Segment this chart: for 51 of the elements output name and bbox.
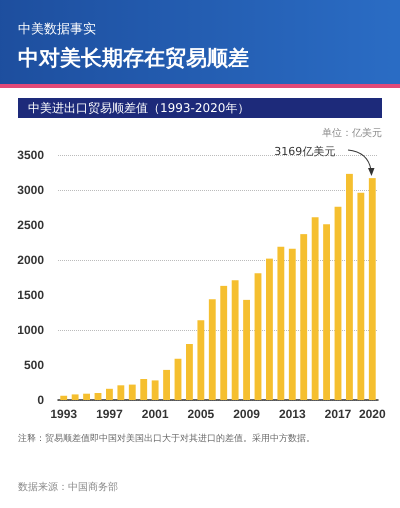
- x-tick-label: 2013: [278, 407, 306, 421]
- bar: [72, 394, 79, 400]
- text: 中美数据事实: [18, 21, 96, 38]
- bar: [243, 300, 250, 400]
- bar: [106, 388, 113, 400]
- y-tick-label: 3500: [17, 148, 44, 162]
- y-axis-title: 单位：亿美元: [322, 126, 382, 140]
- x-tick-label: 1993: [50, 407, 78, 421]
- x-tick-label: 2001: [142, 407, 169, 421]
- bar: [312, 217, 319, 400]
- bar: [232, 280, 239, 400]
- y-tick-label: 1000: [17, 323, 44, 337]
- source-note: 数据来源：中国商务部: [18, 480, 118, 494]
- x-tick-label: 1997: [96, 407, 124, 421]
- chart-subtitle: 中美进出口贸易顺差值（1993-2020年）: [18, 98, 382, 118]
- y-tick-label: 0: [37, 393, 44, 407]
- bar: [186, 344, 193, 400]
- bar: [83, 394, 90, 400]
- text: 注释：贸易顺差值即中国对美国出口大于对其进口的差值。采用中方数据。: [18, 432, 316, 445]
- bar: [152, 380, 159, 400]
- bar: [174, 358, 182, 400]
- bar: [128, 384, 136, 400]
- y-tick-label: 1500: [17, 288, 44, 302]
- x-tick-label: 2020: [358, 407, 386, 421]
- x-tick-label: 2017: [324, 407, 352, 421]
- bar: [208, 299, 216, 400]
- bar: [288, 248, 296, 400]
- annotation: 3169亿美元: [274, 144, 336, 160]
- bar: [334, 206, 342, 400]
- bar: [220, 286, 228, 400]
- chart-title: 中对美长期存在贸易顺差: [18, 45, 249, 72]
- x-tick-label: 2009: [233, 407, 260, 421]
- y-tick-label: 500: [24, 358, 44, 372]
- x-tick-label: 2005: [188, 407, 215, 421]
- y-tick-label: 2500: [17, 218, 44, 232]
- bar: [94, 393, 102, 400]
- bar: [300, 234, 308, 400]
- bar: [368, 178, 376, 400]
- bar: [277, 246, 284, 400]
- bar: [117, 385, 124, 400]
- y-tick-label: 2000: [17, 253, 44, 267]
- bar: [357, 192, 364, 400]
- bar: [60, 396, 68, 400]
- y-tick-label: 3000: [17, 183, 44, 197]
- bar: [163, 370, 170, 400]
- bar: [323, 224, 330, 400]
- bar: [266, 258, 273, 400]
- bar: [346, 174, 353, 400]
- bar: [140, 379, 148, 400]
- bar: [254, 273, 262, 400]
- bar: [197, 320, 204, 400]
